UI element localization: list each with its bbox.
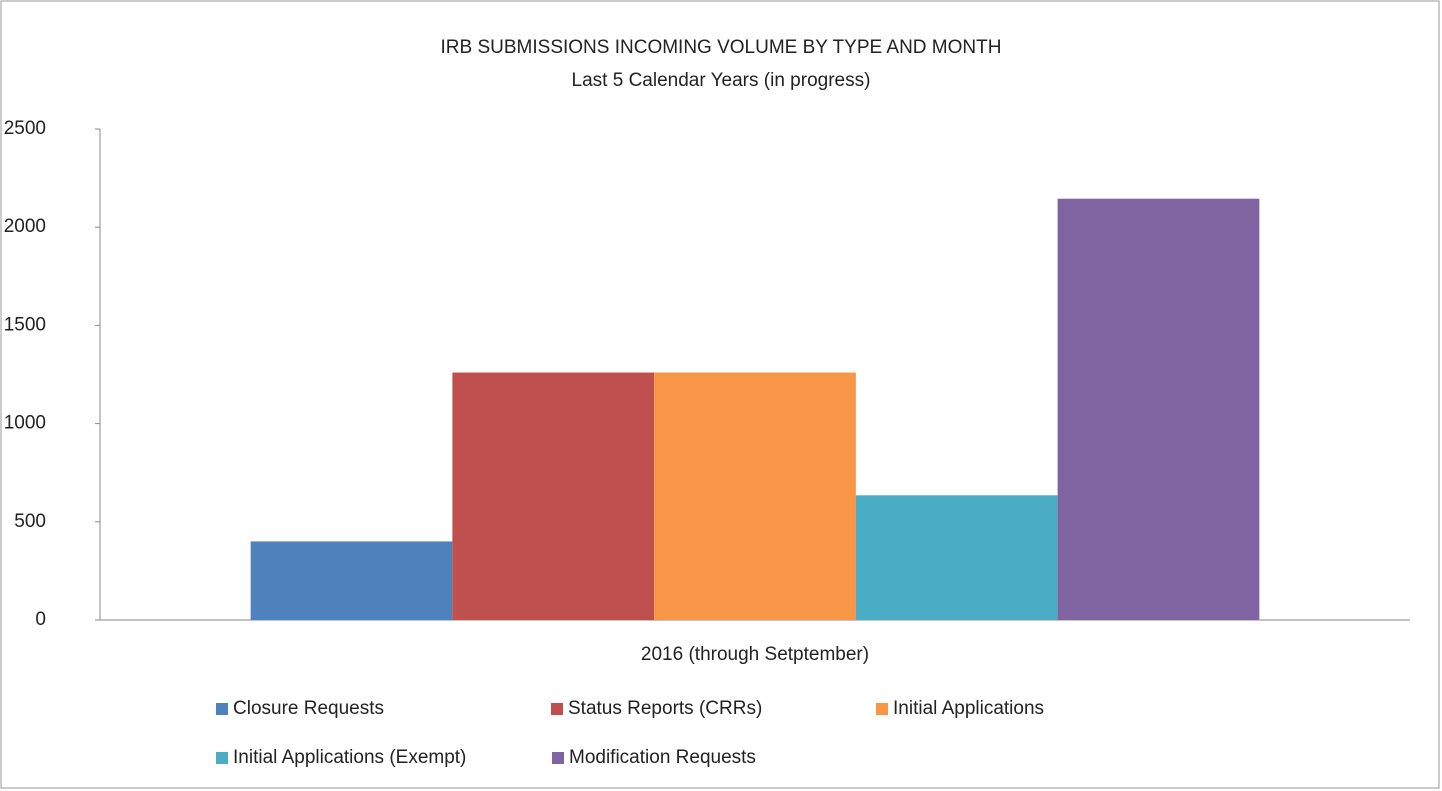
legend-label: Modification Requests	[569, 747, 756, 768]
y-tick-label: 1500	[4, 314, 46, 335]
legend-label: Status Reports (CRRs)	[568, 698, 762, 719]
legend-label: Initial Applications	[893, 698, 1044, 719]
legend-swatch	[552, 752, 564, 764]
legend-swatch	[876, 703, 888, 715]
legend-label: Initial Applications (Exempt)	[233, 747, 466, 768]
bar	[855, 495, 1058, 620]
y-tick-label: 500	[14, 511, 46, 532]
y-tick-label: 2000	[4, 216, 46, 237]
y-tick-label: 2500	[4, 118, 46, 139]
bar	[250, 541, 453, 620]
bar	[654, 372, 856, 620]
bar	[1057, 198, 1260, 621]
y-tick-label: 1000	[4, 413, 46, 434]
chart-title: IRB SUBMISSIONS INCOMING VOLUME BY TYPE …	[441, 37, 1002, 58]
bar	[452, 372, 655, 620]
legend-swatch	[551, 703, 563, 715]
y-tick-label: 0	[35, 609, 46, 630]
legend-swatch	[216, 752, 228, 764]
legend-swatch	[216, 703, 228, 715]
x-tick-label: 2016 (through Setptember)	[641, 644, 869, 665]
legend-label: Closure Requests	[233, 698, 384, 719]
chart-subtitle: Last 5 Calendar Years (in progress)	[572, 70, 871, 91]
